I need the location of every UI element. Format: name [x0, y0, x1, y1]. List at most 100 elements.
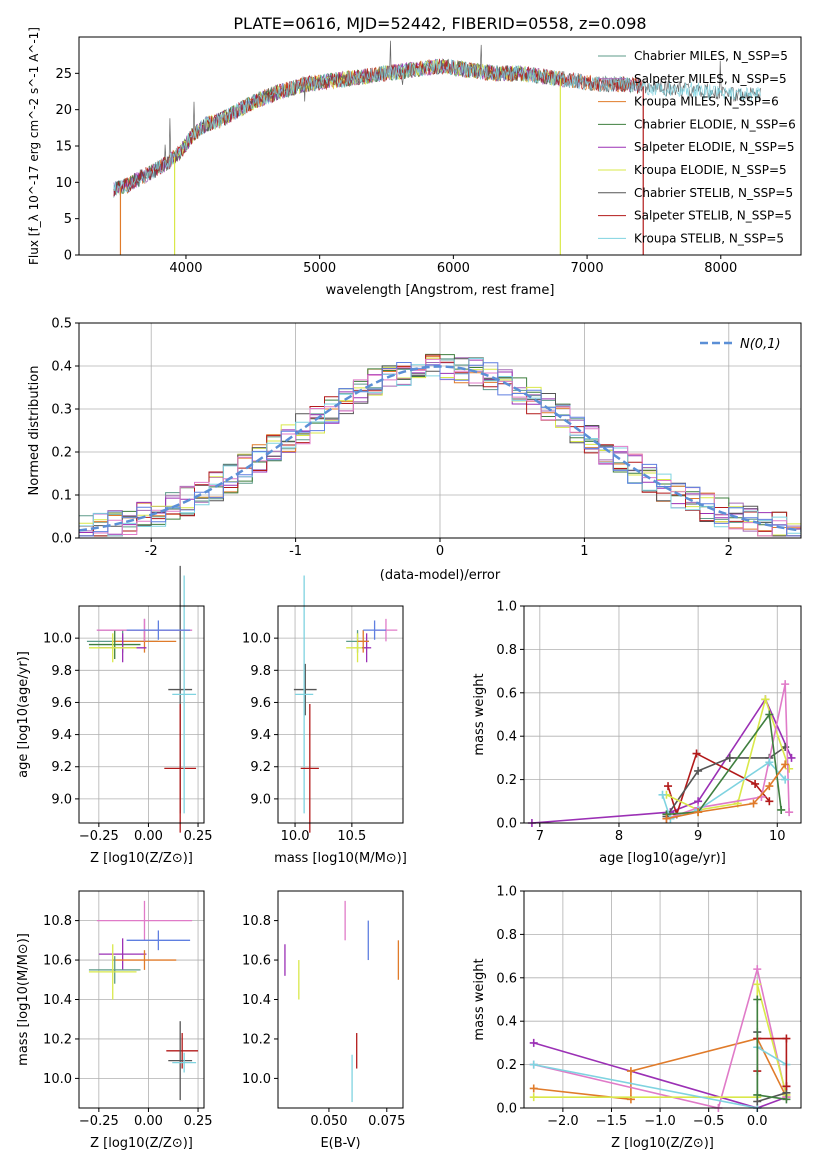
- weight-marker: [751, 779, 760, 788]
- y-tick-label: 1.0: [496, 885, 517, 900]
- y-tick-label: 10.8: [43, 914, 72, 929]
- y-tick-label: 10.0: [43, 1072, 72, 1087]
- axes-frame: [277, 605, 404, 824]
- residuals-panel: -2 -1 0 1 2 0.0 0.1 0.2 0.3 0.4 0.5 (data-model)/er…: [27, 317, 802, 583]
- x-tick-label: 9: [694, 829, 702, 844]
- x-axis-label: (data-model)/error: [380, 568, 501, 583]
- x-tick-label: 10.0: [281, 829, 310, 844]
- axes-frame: [78, 605, 205, 824]
- y-tick-label: 0.8: [496, 928, 517, 943]
- age-vs-mass-panel: 10.0 10.5 9.0 9.2 9.4 9.6 9.8 10.0 mass [log10(M…: [242, 575, 407, 866]
- y-tick-label: 0.2: [496, 773, 517, 788]
- y-axis-label: Normed distribution: [27, 366, 42, 496]
- y-tick-label: 10: [55, 176, 72, 191]
- y-tick-label: 0.5: [51, 317, 72, 332]
- x-tick-label: -2: [145, 544, 158, 559]
- y-tick-label: 0.2: [51, 446, 72, 461]
- legend-label: Chabrier MILES, N_SSP=5: [634, 49, 788, 63]
- histogram-step: [79, 362, 801, 537]
- weight-marker: [664, 782, 673, 791]
- y-tick-label: 0.0: [496, 817, 517, 832]
- y-tick-label: 10.6: [242, 954, 271, 969]
- x-tick-label: -1: [289, 544, 302, 559]
- x-axis-label: mass [log10(M/M⊙)]: [274, 851, 407, 866]
- spectrum-panel: 4000 5000 6000 7000 8000 0 5 10 15 20 25 wavelength…: [27, 27, 802, 298]
- weight-marker: [785, 764, 794, 773]
- weight-marker: [662, 814, 671, 823]
- x-tick-label: 10.5: [337, 829, 366, 844]
- x-tick-label: −2.0: [547, 1114, 579, 1129]
- weight-marker: [781, 680, 790, 689]
- weight-marker: [694, 766, 703, 775]
- weight-marker: [781, 760, 790, 769]
- y-tick-label: 0.6: [496, 686, 517, 701]
- spectrum-line: [113, 59, 761, 196]
- mass-weight-vs-age-panel: 7 8 9 10 0.0 0.2 0.4 0.6 0.8 1.0 age [log10(age/yr…: [472, 600, 802, 866]
- weight-marker: [765, 782, 774, 791]
- x-axis-label: Z [log10(Z/Z⊙)]: [611, 1136, 714, 1151]
- weight-marker: [753, 980, 762, 989]
- x-tick-label: 6000: [437, 261, 470, 276]
- y-tick-label: 10.2: [43, 1032, 72, 1047]
- y-tick-label: 5: [64, 212, 72, 227]
- x-tick-label: 4000: [169, 261, 202, 276]
- weight-marker: [765, 797, 774, 806]
- y-tick-label: 9.4: [250, 728, 271, 743]
- y-axis-label: mass [log10(M/M⊙)]: [16, 933, 31, 1066]
- mass-weight-vs-metallicity-panel: −2.0 −1.5 −1.0 −0.5 0.0 0.0 0.2 0.4 0.6 0.8 1.0 Z […: [472, 885, 802, 1151]
- x-tick-label: 1: [580, 544, 588, 559]
- x-tick-label: 7: [536, 829, 544, 844]
- weight-marker: [529, 1038, 538, 1047]
- y-tick-label: 0: [64, 249, 72, 264]
- x-tick-label: 7000: [571, 261, 604, 276]
- y-tick-label: 9.8: [250, 664, 271, 679]
- y-tick-label: 9.6: [51, 696, 72, 711]
- x-tick-label: 0.0: [747, 1114, 768, 1129]
- y-tick-label: 0.6: [496, 971, 517, 986]
- x-tick-label: 0.25: [184, 1114, 213, 1129]
- y-tick-label: 9.8: [51, 664, 72, 679]
- x-axis-label: Z [log10(Z/Z⊙)]: [90, 851, 193, 866]
- y-tick-label: 9.4: [51, 728, 72, 743]
- y-tick-label: 10.4: [242, 993, 271, 1008]
- x-tick-label: 8000: [704, 261, 737, 276]
- y-tick-label: 20: [55, 103, 72, 118]
- y-tick-label: 10.0: [242, 1072, 271, 1087]
- mass-vs-metallicity-panel: −0.25 0.00 0.25 10.0 10.2 10.4 10.6 10.8 Z [log1…: [16, 890, 213, 1151]
- x-axis-label: E(B-V): [320, 1136, 360, 1151]
- x-tick-label: −1.0: [644, 1114, 676, 1129]
- y-tick-label: 25: [55, 67, 72, 82]
- x-tick-label: 10: [769, 829, 786, 844]
- x-axis-label: age [log10(age/yr)]: [599, 851, 726, 866]
- y-axis-label: mass weight: [472, 958, 487, 1040]
- y-tick-label: 1.0: [496, 600, 517, 615]
- x-tick-label: 0: [436, 544, 444, 559]
- y-tick-label: 10.8: [242, 914, 271, 929]
- legend-label: Kroupa STELIB, N_SSP=5: [634, 231, 784, 245]
- y-tick-label: 10.0: [242, 632, 271, 647]
- weight-marker: [765, 758, 774, 767]
- x-axis-label: Z [log10(Z/Z⊙)]: [90, 1136, 193, 1151]
- y-tick-label: 0.4: [496, 1015, 517, 1030]
- x-axis-label: wavelength [Angstrom, rest frame]: [326, 283, 555, 298]
- y-tick-label: 10.4: [43, 993, 72, 1008]
- legend-label: Kroupa MILES, N_SSP=6: [634, 95, 779, 109]
- x-tick-label: 8: [615, 829, 623, 844]
- mass-vs-ebv-panel: 0.050 0.075 10.0 10.2 10.4 10.6 10.8 E(B-V): [242, 890, 405, 1151]
- weight-marker: [694, 808, 703, 817]
- y-axis-label: age [log10(age/yr)]: [16, 651, 31, 778]
- legend-label: Kroupa ELODIE, N_SSP=5: [634, 163, 787, 177]
- x-tick-label: −0.25: [79, 1114, 119, 1129]
- weight-marker: [753, 965, 762, 974]
- y-axis-label: mass weight: [472, 673, 487, 755]
- legend-label: Salpeter ELODIE, N_SSP=5: [634, 140, 795, 154]
- y-tick-label: 10.0: [43, 632, 72, 647]
- y-tick-label: 0.0: [496, 1102, 517, 1117]
- weight-marker: [782, 1082, 791, 1091]
- y-tick-label: 10.2: [242, 1032, 271, 1047]
- axes-frame: [523, 605, 802, 824]
- weight-marker: [658, 790, 667, 799]
- x-tick-label: −1.5: [596, 1114, 628, 1129]
- weight-marker: [781, 775, 790, 784]
